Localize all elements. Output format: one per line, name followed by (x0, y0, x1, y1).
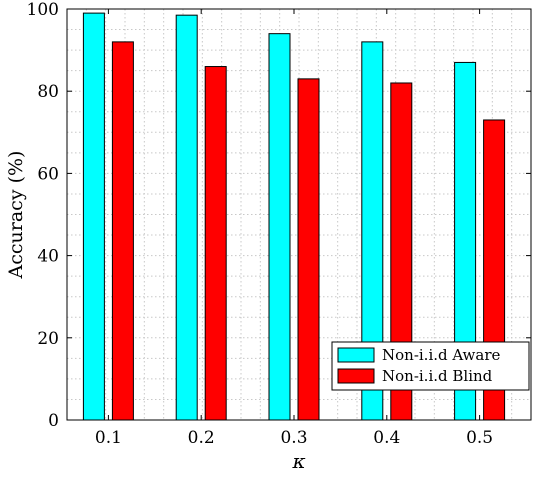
legend: Non-i.i.d Aware Non-i.i.d Blind (331, 341, 530, 391)
y-tick-label: 80 (37, 82, 59, 102)
x-tick-label: 0.5 (466, 428, 493, 448)
bar-series-1-0.3 (268, 33, 291, 421)
bar-series-2-0.3 (297, 78, 320, 421)
y-tick-label: 20 (37, 329, 59, 349)
x-tick-label: 0.2 (188, 428, 215, 448)
bar-series-2-0.2 (204, 66, 227, 421)
y-tick-label: 100 (27, 0, 59, 20)
legend-label-1: Non-i.i.d Aware (382, 346, 500, 364)
legend-swatch-2 (337, 368, 375, 384)
ticks: 0 20 40 60 80 100 0.1 0.2 0.3 0.4 0.5 (27, 0, 531, 448)
x-axis-label: κ (291, 449, 305, 473)
x-tick-label: 0.4 (373, 428, 400, 448)
bar-series-1-0.1 (82, 12, 105, 421)
y-tick-label: 0 (48, 411, 59, 431)
legend-swatch-1 (337, 347, 375, 363)
x-tick-label: 0.3 (280, 428, 307, 448)
bars (82, 12, 506, 421)
y-tick-label: 40 (37, 247, 59, 267)
plot-frame (66, 8, 532, 421)
x-tick-label: 0.1 (95, 428, 122, 448)
bar-series-1-0.2 (175, 14, 198, 421)
bar-series-2-0.1 (111, 41, 134, 421)
y-tick-label: 60 (37, 164, 59, 184)
legend-label-2: Non-i.i.d Blind (382, 367, 493, 385)
y-axis-label: Accuracy (%) (5, 151, 27, 280)
